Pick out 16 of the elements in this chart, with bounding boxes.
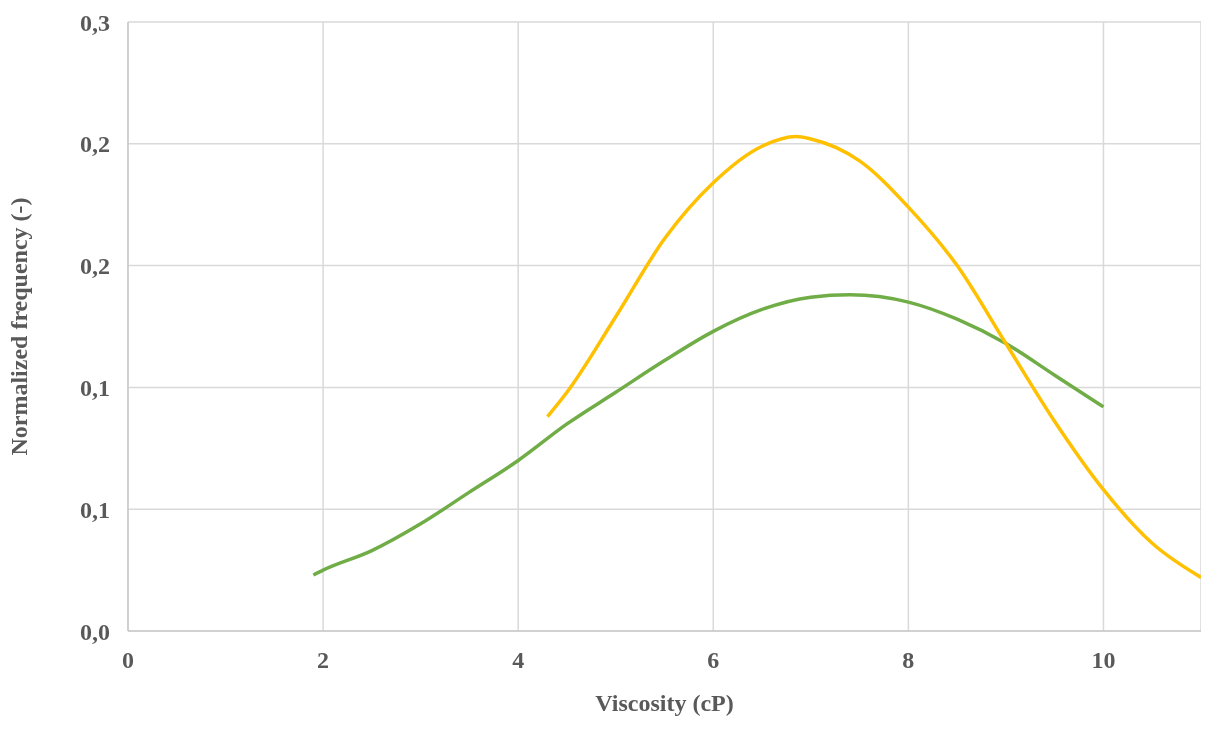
x-tick-label: 0 [122,647,134,674]
y-tick-label: 0,3 [80,9,110,36]
x-tick-label: 8 [902,647,915,674]
x-axis-title: Viscosity (cP) [595,690,734,716]
y-axis-title: Normalized frequency (-) [5,197,32,456]
y-tick-label: 0,1 [80,496,110,523]
y-tick-label: 0,2 [80,253,110,280]
x-tick-label: 4 [512,647,525,674]
y-tick-label: 0,1 [80,374,110,401]
x-tick-label: 2 [317,647,330,674]
y-tick-label: 0,0 [80,618,110,645]
x-tick-label: 6 [707,647,720,674]
x-tick-label: 10 [1091,647,1116,674]
line-series [311,293,1106,577]
line-series [545,134,1201,580]
y-tick-label: 0,2 [80,131,110,158]
